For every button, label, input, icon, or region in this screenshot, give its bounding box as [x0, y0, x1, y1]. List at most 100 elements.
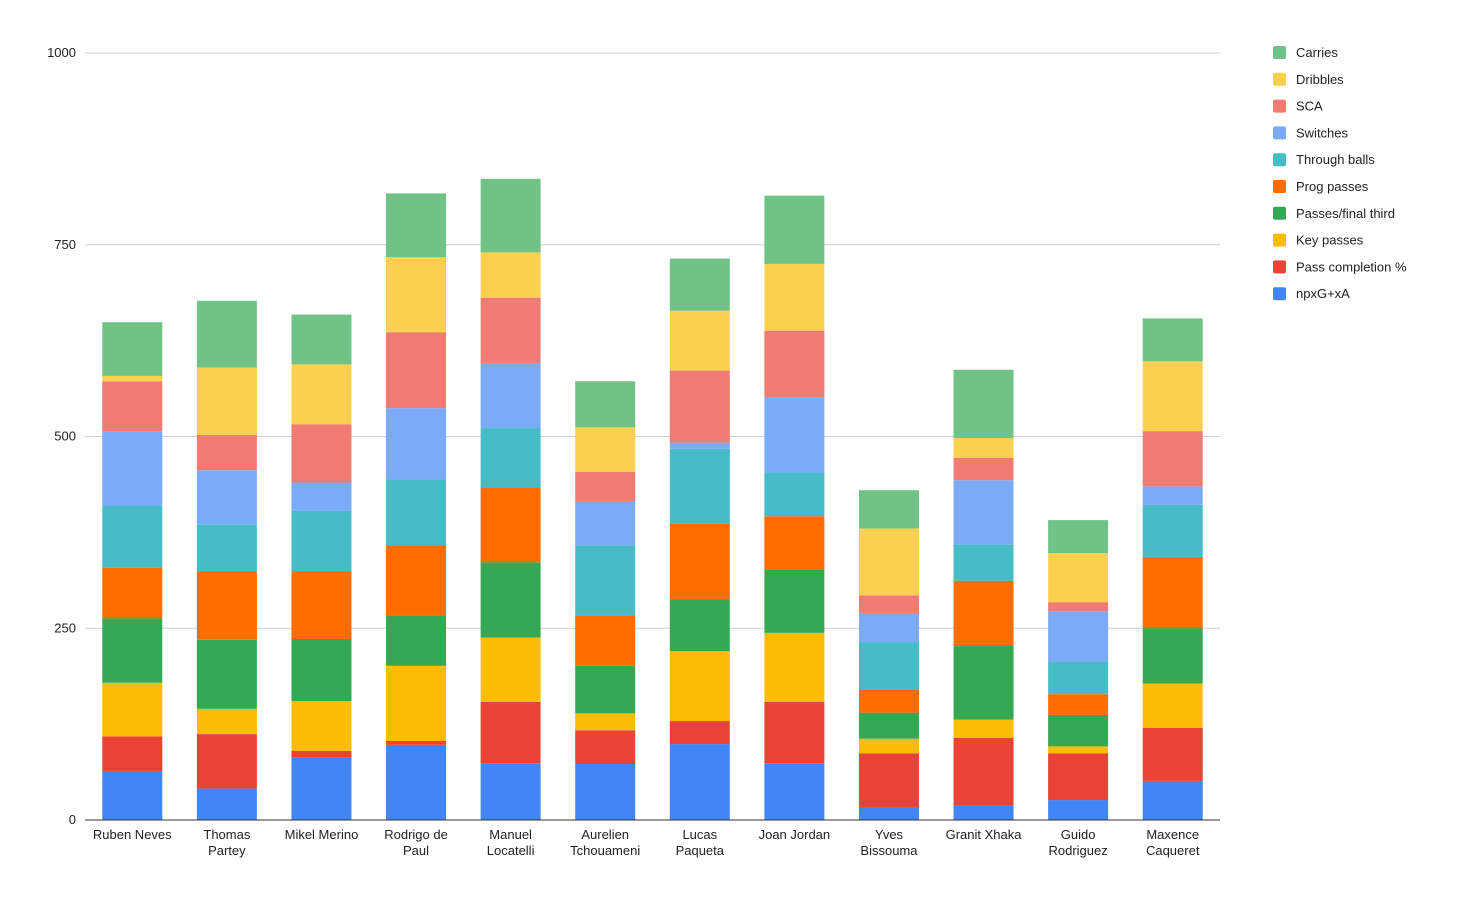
bar-segment	[1048, 661, 1109, 695]
bar-segment	[291, 571, 352, 639]
bar-segment	[764, 472, 825, 517]
legend-swatch	[1273, 46, 1286, 59]
x-tick-label: Maxence Caqueret	[1146, 827, 1200, 858]
bar-segment	[291, 482, 352, 511]
bar-segment	[1048, 602, 1109, 612]
bar-segment	[480, 487, 541, 563]
bar-stack	[669, 258, 730, 820]
bar-segment	[480, 362, 541, 429]
bar-segment	[480, 252, 541, 298]
bar-segment	[953, 544, 1014, 581]
bar-segment	[196, 734, 257, 789]
legend-swatch	[1273, 260, 1286, 274]
bar-segment	[858, 528, 919, 596]
bar-segment	[1142, 556, 1203, 629]
legend-swatch	[1273, 287, 1286, 301]
bar-segment	[858, 595, 919, 613]
bar-stack	[480, 178, 541, 820]
bar-segment	[858, 806, 919, 820]
bar-segment	[1142, 683, 1203, 728]
bar-segment	[480, 701, 541, 764]
legend-label: Prog passes	[1296, 179, 1369, 194]
bar-segment	[858, 753, 919, 807]
bar-segment	[1142, 431, 1203, 487]
legend-swatch	[1273, 126, 1286, 140]
legend-swatch	[1273, 99, 1286, 113]
legend-item: SCA	[1273, 99, 1323, 114]
bar-segment	[575, 471, 636, 501]
bar-segment	[669, 744, 730, 820]
bar-segment	[1142, 318, 1203, 362]
bar-segment	[858, 738, 919, 754]
bar-segment	[669, 599, 730, 652]
bars	[102, 178, 1203, 820]
bar-segment	[102, 770, 163, 820]
bar-segment	[764, 701, 825, 764]
legend-label: npxG+xA	[1296, 286, 1350, 301]
y-tick-label: 1000	[47, 45, 76, 60]
bar-segment	[386, 408, 447, 480]
bar-segment	[953, 737, 1014, 806]
bar-segment	[480, 763, 541, 820]
bar-segment	[1048, 694, 1109, 715]
bar-segment	[1048, 714, 1109, 747]
bar-segment	[386, 744, 447, 820]
bar-segment	[102, 375, 163, 382]
x-tick-label: Guido Rodriguez	[1048, 827, 1107, 858]
bar-segment	[1048, 746, 1109, 754]
bar-segment	[196, 524, 257, 572]
x-tick-label: Mikel Merino	[285, 827, 359, 842]
bar-segment	[102, 322, 163, 376]
bar-segment	[953, 457, 1014, 481]
bar-segment	[575, 665, 636, 714]
bar-segment	[1142, 727, 1203, 781]
bar-segment	[669, 258, 730, 311]
bar-segment	[291, 314, 352, 365]
bar-segment	[764, 263, 825, 331]
legend-label: Passes/final third	[1296, 206, 1395, 221]
bar-stack	[858, 490, 919, 820]
bar-segment	[196, 434, 257, 471]
bar-segment	[1048, 520, 1109, 554]
bar-segment	[575, 713, 636, 731]
bar-segment	[953, 580, 1014, 646]
legend-swatch	[1273, 72, 1286, 86]
x-tick-label: Granit Xhaka	[946, 827, 1023, 842]
bar-segment	[575, 615, 636, 666]
bar-segment	[575, 764, 636, 820]
bar-segment	[196, 639, 257, 709]
gridlines	[85, 52, 1220, 629]
y-tick-label: 250	[54, 620, 76, 635]
bar-segment	[102, 618, 163, 683]
legend-item: Passes/final third	[1273, 206, 1395, 221]
legend-label: SCA	[1296, 99, 1323, 114]
bar-segment	[480, 562, 541, 638]
x-tick-label: Lucas Paqueta	[676, 827, 725, 858]
bar-stack	[953, 369, 1014, 820]
bar-segment	[1048, 611, 1109, 662]
bar-segment	[196, 470, 257, 525]
legend-swatch	[1273, 180, 1286, 193]
bar-segment	[764, 195, 825, 264]
legend-item: npxG+xA	[1273, 286, 1350, 301]
bar-segment	[102, 682, 163, 737]
bar-segment	[386, 545, 447, 616]
bar-segment	[669, 523, 730, 600]
bar-segment	[291, 638, 352, 702]
bar-segment	[953, 480, 1014, 545]
bar-segment	[858, 612, 919, 643]
bar-segment	[196, 708, 257, 735]
bar-segment	[291, 757, 352, 820]
y-tick-label: 750	[54, 237, 76, 252]
bar-segment	[291, 364, 352, 425]
bar-segment	[858, 490, 919, 529]
bar-segment	[764, 632, 825, 702]
bar-segment	[953, 645, 1014, 720]
bar-stack	[575, 381, 636, 820]
bar-stack	[196, 300, 257, 820]
bar-stack	[764, 195, 825, 820]
bar-segment	[858, 712, 919, 739]
x-tick-label: Rodrigo de Paul	[384, 827, 448, 858]
bar-segment	[386, 615, 447, 666]
bar-segment	[669, 370, 730, 443]
